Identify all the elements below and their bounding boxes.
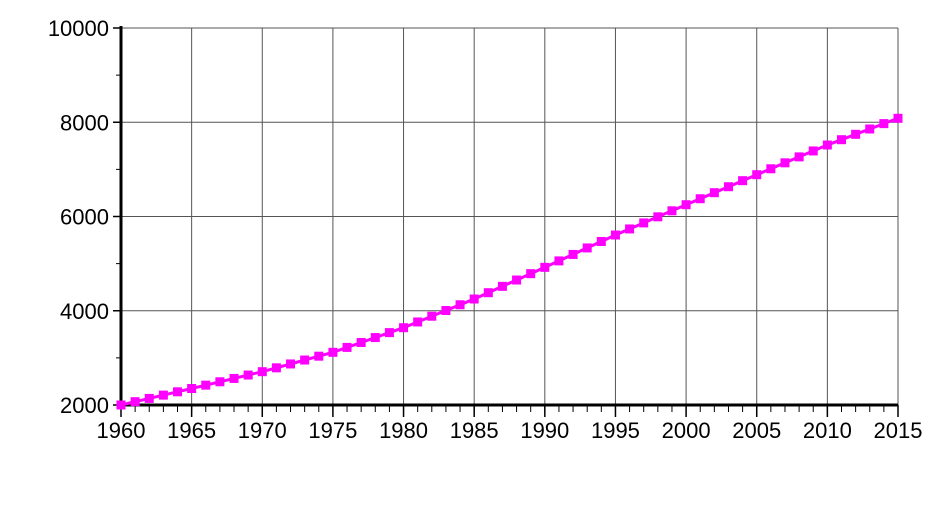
data-point (286, 359, 296, 369)
data-point (723, 182, 733, 192)
data-point (427, 311, 437, 321)
data-point (822, 140, 832, 150)
x-tick-label: 2015 (874, 418, 923, 443)
data-point (766, 164, 776, 174)
y-tick-labels: 2000 4000 6000 8000 10000 (48, 16, 109, 418)
data-point (271, 363, 281, 373)
x-tick-label: 1965 (167, 418, 216, 443)
y-tick-label: 10000 (48, 16, 109, 41)
data-point (596, 236, 606, 246)
data-point (441, 306, 451, 316)
data-point (893, 113, 903, 123)
data-point (384, 328, 394, 338)
grid (120, 27, 899, 406)
x-tick-label: 1970 (238, 418, 287, 443)
axes (113, 26, 899, 417)
x-tick-label: 2000 (662, 418, 711, 443)
x-tick-label: 2005 (732, 418, 781, 443)
data-point (582, 243, 592, 253)
data-point (610, 230, 620, 240)
y-tick-label: 2000 (60, 393, 109, 418)
data-point (780, 158, 790, 168)
data-point (173, 387, 183, 397)
data-point (709, 188, 719, 198)
data-point (399, 323, 409, 333)
data-point (554, 256, 564, 266)
data-point (116, 400, 126, 410)
x-tick-label: 2010 (803, 418, 852, 443)
data-point (836, 135, 846, 145)
data-point (540, 262, 550, 272)
series (116, 113, 903, 410)
data-point (794, 152, 804, 162)
data-point (681, 200, 691, 210)
data-point (243, 370, 253, 380)
data-point (879, 119, 889, 129)
data-point (695, 194, 705, 204)
data-point (257, 367, 267, 377)
data-point (215, 377, 225, 387)
data-point (526, 269, 536, 279)
x-tick-label: 1990 (520, 418, 569, 443)
data-point (187, 384, 197, 394)
data-point (469, 294, 479, 304)
x-tick-label: 1960 (97, 418, 146, 443)
data-point (300, 355, 310, 365)
data-point (667, 206, 677, 216)
data-point (483, 288, 493, 298)
data-point (653, 212, 663, 222)
x-tick-label: 1975 (308, 418, 357, 443)
x-tick-label: 1985 (450, 418, 499, 443)
data-point (229, 373, 239, 383)
data-point (865, 124, 875, 134)
x-tick-labels: 1960 1965 1970 1975 1980 1985 1990 1995 2000 2005… (97, 418, 923, 443)
data-point (370, 333, 380, 343)
data-point (639, 218, 649, 228)
data-point (625, 224, 635, 234)
y-tick-label: 6000 (60, 205, 109, 230)
data-point (130, 397, 140, 407)
data-point (455, 300, 465, 310)
data-point (201, 380, 211, 390)
data-point (413, 317, 423, 327)
data-point (851, 129, 861, 139)
data-point (356, 337, 366, 347)
data-point (568, 249, 578, 259)
data-point (144, 393, 154, 403)
data-point (738, 176, 748, 186)
x-tick-label: 1980 (379, 418, 428, 443)
data-point (328, 347, 338, 357)
data-point (497, 281, 507, 291)
y-tick-label: 4000 (60, 299, 109, 324)
data-point (342, 342, 352, 352)
data-point (158, 390, 168, 400)
y-tick-label: 8000 (60, 110, 109, 135)
data-point (752, 170, 762, 180)
x-tick-label: 1995 (591, 418, 640, 443)
data-point (808, 146, 818, 156)
data-point (314, 351, 324, 361)
data-point (512, 275, 522, 285)
